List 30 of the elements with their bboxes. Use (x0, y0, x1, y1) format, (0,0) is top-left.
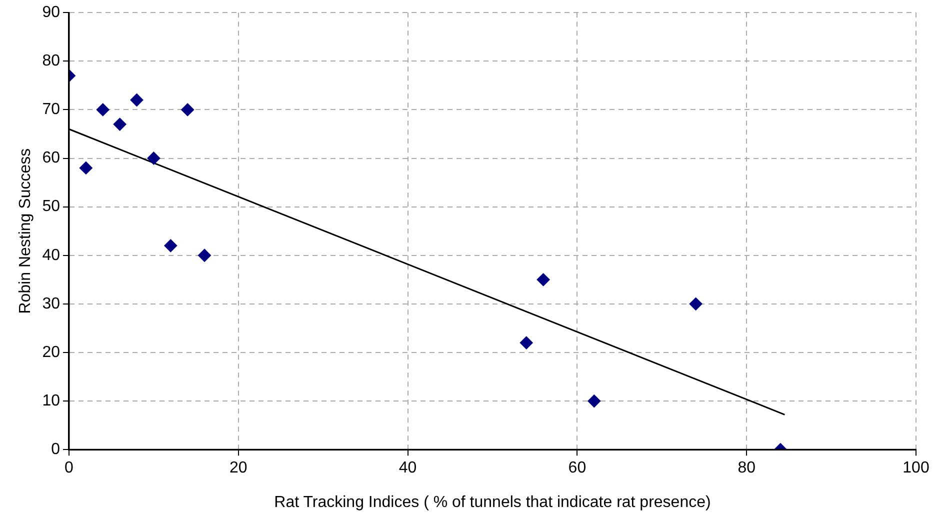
x-tick-label: 0 (64, 460, 74, 477)
point (198, 248, 212, 262)
y-tick-label: 90 (42, 4, 60, 22)
y-axis-title: Robin Nesting Success (17, 148, 34, 314)
point (113, 118, 126, 131)
point (130, 94, 144, 106)
y-tick-label: 80 (42, 52, 60, 70)
x-tick-label: 80 (738, 460, 756, 477)
y-tick-label: 30 (42, 295, 60, 312)
x-tick-label: 60 (568, 460, 586, 477)
y-tick-label: 10 (42, 392, 60, 410)
y-tick-label: 60 (42, 150, 60, 167)
y-tick-label: 50 (42, 198, 60, 216)
point (689, 297, 702, 310)
point (588, 394, 601, 408)
point (520, 336, 533, 350)
point (147, 152, 160, 165)
y-tick-label: 70 (42, 101, 60, 118)
x-tick-label: 100 (902, 460, 930, 477)
x-tick-label: 20 (230, 460, 248, 477)
point (79, 161, 92, 174)
point (536, 273, 550, 286)
point (164, 239, 178, 252)
y-tick-label: 20 (42, 344, 60, 361)
y-tick-label: 40 (42, 246, 60, 264)
point (181, 103, 194, 116)
y-tick-label: 0 (51, 441, 60, 458)
x-axis-title: Rat Tracking Indices ( % of tunnels that indicate rat presence) (274, 494, 711, 511)
x-tick-label: 40 (398, 460, 417, 477)
point (96, 103, 110, 116)
